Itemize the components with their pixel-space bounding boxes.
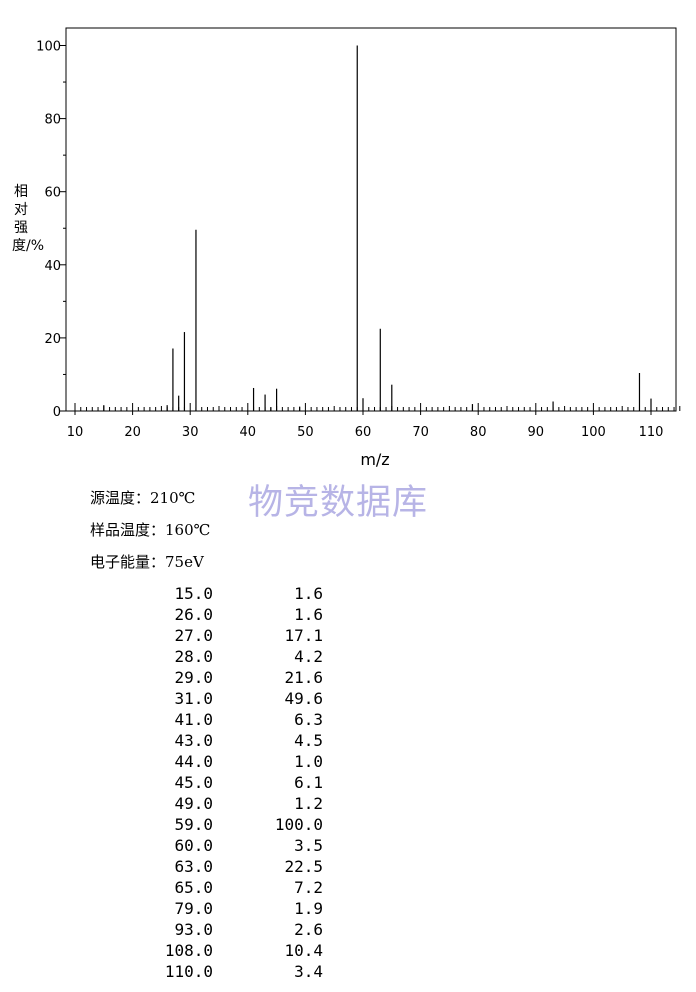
peak-abundance: 4.2 (294, 647, 323, 666)
peak-abundance: 7.2 (294, 878, 323, 897)
x-tick-label: 90 (528, 425, 545, 440)
plot-frame (65, 27, 677, 412)
peak-row: 44.0 1.0 (150, 751, 323, 772)
watermark: 物竞数据库 (248, 483, 429, 523)
peak-row: 45.0 6.1 (150, 772, 323, 793)
peak-mz: 65.0 (174, 878, 213, 897)
peak-abundance: 3.4 (294, 962, 323, 981)
peak-abundance: 3.5 (294, 836, 323, 855)
x-tick-label: 70 (412, 425, 429, 440)
peak-mz: 49.0 (174, 794, 213, 813)
peak-abundance: 6.3 (294, 710, 323, 729)
peak-mz: 108.0 (164, 941, 213, 960)
y-tick-label: 0 (53, 405, 61, 420)
x-tick-label: 20 (124, 425, 141, 440)
peak-mz: 28.0 (174, 647, 213, 666)
y-tick-label: 100 (36, 40, 61, 55)
peak-mz: 26.0 (174, 605, 213, 624)
peak-abundance: 21.6 (284, 668, 323, 687)
peak-abundance: 6.1 (294, 773, 323, 792)
x-tick-label: 40 (240, 425, 257, 440)
peak-abundance: 10.4 (284, 941, 323, 960)
peak-row: 43.0 4.5 (150, 730, 323, 751)
x-axis: 10 20 30 40 50 60 70 80 90 100 110 (67, 403, 681, 440)
x-tick-label: 50 (297, 425, 314, 440)
peak-row: 79.0 1.9 (150, 898, 323, 919)
x-axis-label: m/z (360, 450, 389, 469)
y-tick-label: 60 (44, 186, 61, 201)
peak-abundance: 1.6 (294, 584, 323, 603)
peak-row: 26.0 1.6 (150, 604, 323, 625)
peak-mz: 60.0 (174, 836, 213, 855)
y-tick-label: 80 (44, 113, 61, 128)
peak-mz: 15.0 (174, 584, 213, 603)
peak-mz: 29.0 (174, 668, 213, 687)
y-axis-label: 相对强度/% (12, 184, 45, 254)
source-temperature: 源温度：210℃ (90, 489, 196, 507)
peak-row: 65.0 7.2 (150, 877, 323, 898)
y-tick-label: 40 (44, 259, 61, 274)
peak-row: 31.0 49.6 (150, 688, 323, 709)
peak-row: 59.0 100.0 (150, 814, 323, 835)
peak-mz: 79.0 (174, 899, 213, 918)
peak-abundance: 1.9 (294, 899, 323, 918)
peak-mz: 63.0 (174, 857, 213, 876)
peak-row: 28.0 4.2 (150, 646, 323, 667)
x-tick-label: 110 (639, 425, 664, 440)
peak-abundance: 1.2 (294, 794, 323, 813)
y-axis: 0 20 40 60 80 100 (36, 40, 66, 420)
mass-spectrum-chart: 0 20 40 60 80 100 10 20 30 40 50 60 70 80 90 100 110 m/… (36, 27, 681, 469)
peak-row: 27.0 17.1 (150, 625, 323, 646)
peak-mz: 59.0 (174, 815, 213, 834)
peak-row: 15.0 1.6 (150, 583, 323, 604)
peak-row: 41.0 6.3 (150, 709, 323, 730)
electron-energy: 电子能量：75eV (90, 553, 204, 571)
peak-row: 63.0 22.5 (150, 856, 323, 877)
peak-mz: 43.0 (174, 731, 213, 750)
peak-mz: 110.0 (164, 962, 213, 981)
x-tick-label: 60 (355, 425, 372, 440)
peak-mz: 44.0 (174, 752, 213, 771)
peak-abundance: 4.5 (294, 731, 323, 750)
peak-row: 49.0 1.2 (150, 793, 323, 814)
peak-row: 108.0 10.4 (150, 940, 323, 961)
peak-abundance: 49.6 (284, 689, 323, 708)
x-tick-label: 30 (182, 425, 199, 440)
y-tick-label: 20 (44, 332, 61, 347)
peak-mz: 27.0 (174, 626, 213, 645)
peak-bars (103, 45, 652, 411)
peak-table: 15.0 1.6 26.0 1.6 27.0 17.1 28.0 4.2 29.0 21.6 31.… (150, 583, 323, 982)
peak-abundance: 2.6 (294, 920, 323, 939)
peak-mz: 93.0 (174, 920, 213, 939)
peak-mz: 31.0 (174, 689, 213, 708)
peak-abundance: 1.6 (294, 605, 323, 624)
peak-mz: 45.0 (174, 773, 213, 792)
peak-row: 93.0 2.6 (150, 919, 323, 940)
peak-row: 110.0 3.4 (150, 961, 323, 982)
peak-mz: 41.0 (174, 710, 213, 729)
peak-abundance: 17.1 (284, 626, 323, 645)
x-tick-label: 100 (581, 425, 606, 440)
peak-abundance: 22.5 (284, 857, 323, 876)
x-tick-label: 80 (470, 425, 487, 440)
x-tick-label: 10 (67, 425, 84, 440)
peak-abundance: 100.0 (274, 815, 323, 834)
sample-temperature: 样品温度：160℃ (90, 521, 211, 539)
peak-row: 60.0 3.5 (150, 835, 323, 856)
peak-row: 29.0 21.6 (150, 667, 323, 688)
peak-abundance: 1.0 (294, 752, 323, 771)
